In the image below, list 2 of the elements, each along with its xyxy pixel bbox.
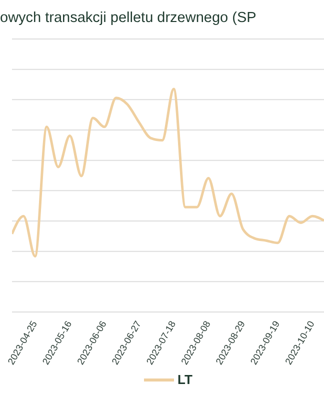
legend-label: LT (176, 372, 192, 387)
chart-title: owych transakcji pelletu drzewnego (SP (0, 10, 258, 26)
